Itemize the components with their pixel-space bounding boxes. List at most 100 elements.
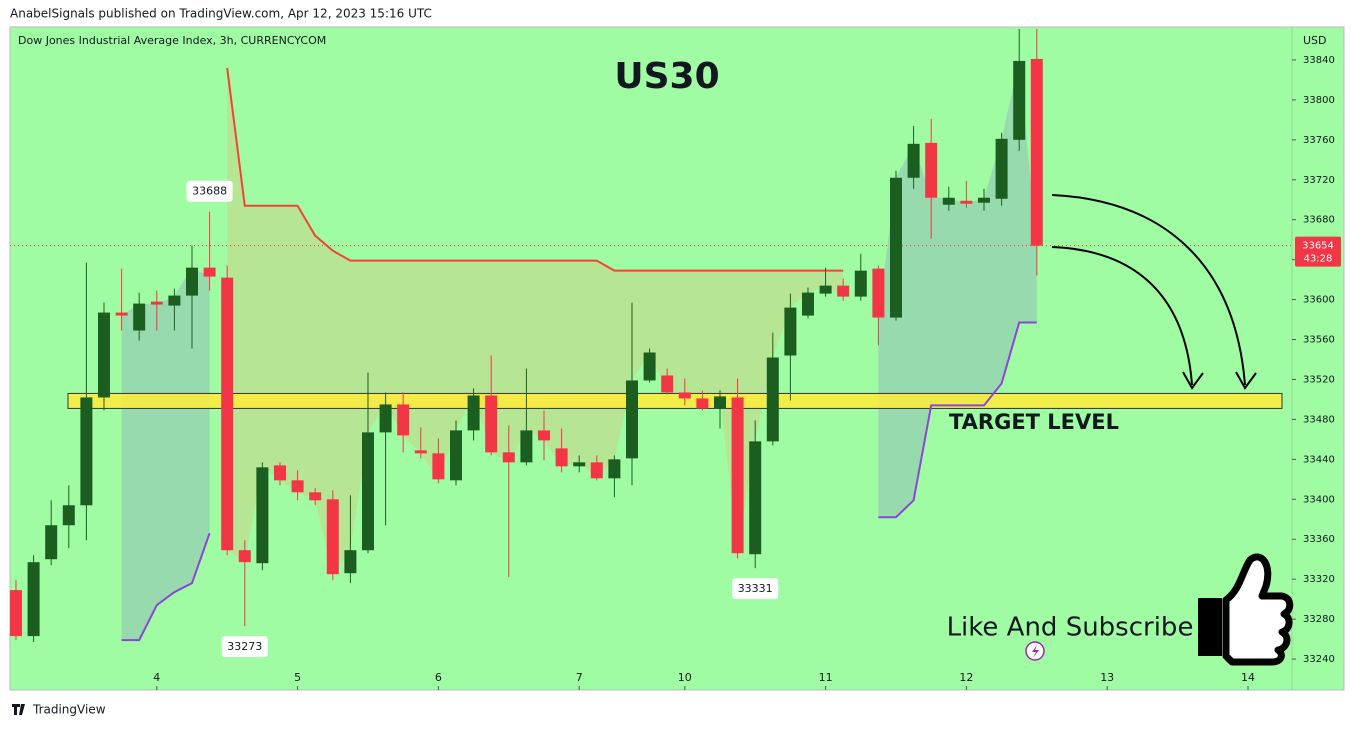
candle-body xyxy=(45,525,58,560)
arrow-head xyxy=(1182,371,1204,390)
candle-body xyxy=(361,432,374,551)
candle-body xyxy=(291,480,304,493)
candle-body xyxy=(256,467,269,564)
lower_line xyxy=(121,321,1037,642)
candle-body xyxy=(133,303,146,331)
candle-body xyxy=(115,312,128,316)
y-tick-label: 33520 xyxy=(1303,374,1335,385)
arrow xyxy=(1051,194,1246,386)
candle-body xyxy=(678,392,691,399)
candle-body xyxy=(784,307,797,356)
candle-body xyxy=(537,430,550,441)
y-tick-label: 33440 xyxy=(1303,454,1335,465)
candle-body xyxy=(801,292,814,316)
candle-body xyxy=(590,462,603,479)
extreme-label: 33331 xyxy=(738,582,773,595)
lower_line-zone xyxy=(121,267,210,641)
y-tick-label: 33600 xyxy=(1303,295,1335,306)
candle-body xyxy=(907,143,920,178)
candle-body xyxy=(150,301,163,305)
x-tick-label: 12 xyxy=(959,671,973,684)
candle-body xyxy=(326,499,339,575)
candle-body xyxy=(520,430,533,463)
candle-body xyxy=(819,285,832,294)
x-tick-label: 7 xyxy=(576,671,583,684)
candle-body xyxy=(203,267,216,277)
y-tick-label: 33360 xyxy=(1303,534,1335,545)
upper_line-zone xyxy=(227,67,844,575)
y-tick-label: 33400 xyxy=(1303,494,1335,505)
candle-body xyxy=(925,142,938,198)
chart-title: US30 xyxy=(614,56,719,97)
cta: Like And Subscribe xyxy=(947,613,1194,643)
candle-body xyxy=(766,357,779,442)
candle-body xyxy=(608,459,621,479)
candle-body xyxy=(872,268,885,318)
y-tick-label: 33240 xyxy=(1303,654,1335,665)
candle-body xyxy=(942,197,955,205)
candle-body xyxy=(854,270,867,297)
extreme-label: 33273 xyxy=(227,640,262,653)
candle-body xyxy=(643,352,656,381)
candle-body xyxy=(713,396,726,409)
candle-body xyxy=(27,562,40,637)
candle-body xyxy=(573,462,586,467)
candle-body xyxy=(995,138,1008,199)
candle-body xyxy=(661,375,674,393)
target-band xyxy=(67,392,1283,409)
candle-body xyxy=(309,492,322,501)
x-tick-label: 14 xyxy=(1241,671,1255,684)
thumb-icon xyxy=(1198,553,1294,666)
extreme-label-bg xyxy=(732,578,779,600)
candle-body xyxy=(238,550,251,563)
y-tick-label: 33760 xyxy=(1303,135,1335,146)
footer: TradingView xyxy=(32,703,106,717)
candle-body xyxy=(889,177,902,318)
candle-body xyxy=(80,397,93,506)
candle-body xyxy=(344,550,357,574)
y-tick-label: 33560 xyxy=(1303,335,1335,346)
bolt xyxy=(1032,645,1039,658)
candle-body xyxy=(696,398,709,409)
candle-body xyxy=(185,267,198,296)
price-badge-label: 33654 xyxy=(1302,241,1334,252)
candle-body xyxy=(1030,58,1043,246)
y-tick-label: 33480 xyxy=(1303,414,1335,425)
candle-body xyxy=(62,505,75,526)
x-tick-label: 11 xyxy=(819,671,833,684)
subtitle: Dow Jones Industrial Average Index, 3h, … xyxy=(18,34,326,47)
x-tick-label: 6 xyxy=(435,671,442,684)
candle-body xyxy=(960,200,973,204)
candle-body xyxy=(273,465,286,481)
tv-logo xyxy=(12,704,25,715)
candle-body xyxy=(977,197,990,203)
y-tick-label: 33320 xyxy=(1303,574,1335,585)
plot-layer: 33240 33280 33320 33360 33400 33440 33480 33520… xyxy=(9,28,1341,690)
y-tick-label: 33280 xyxy=(1303,614,1335,625)
candle-body xyxy=(97,312,110,398)
y-tick-label: 33720 xyxy=(1303,175,1335,186)
countdown: 43:28 xyxy=(1304,254,1333,265)
arrows xyxy=(1051,194,1257,390)
arrow-head xyxy=(1235,371,1257,390)
y-tick-label: 33800 xyxy=(1303,95,1335,106)
price-badge xyxy=(1295,236,1341,267)
candle-body xyxy=(749,441,762,555)
y-tick-label: 33840 xyxy=(1303,55,1335,66)
x-tick-label: 13 xyxy=(1100,671,1114,684)
candle-body xyxy=(397,404,410,436)
target-label: TARGET LEVEL xyxy=(949,410,1119,434)
candle-body xyxy=(485,395,498,453)
upper_line xyxy=(226,67,844,272)
y-tick-label: 33680 xyxy=(1303,215,1335,226)
arrow xyxy=(1051,246,1193,386)
candle-body xyxy=(379,404,392,433)
extreme-label: 33688 xyxy=(192,185,227,198)
candle-body xyxy=(432,453,445,480)
candle-body xyxy=(837,285,850,297)
candle-body xyxy=(731,397,744,554)
candle-body xyxy=(555,448,568,467)
candle-body xyxy=(1013,60,1026,140)
currency: USD xyxy=(1303,34,1327,47)
